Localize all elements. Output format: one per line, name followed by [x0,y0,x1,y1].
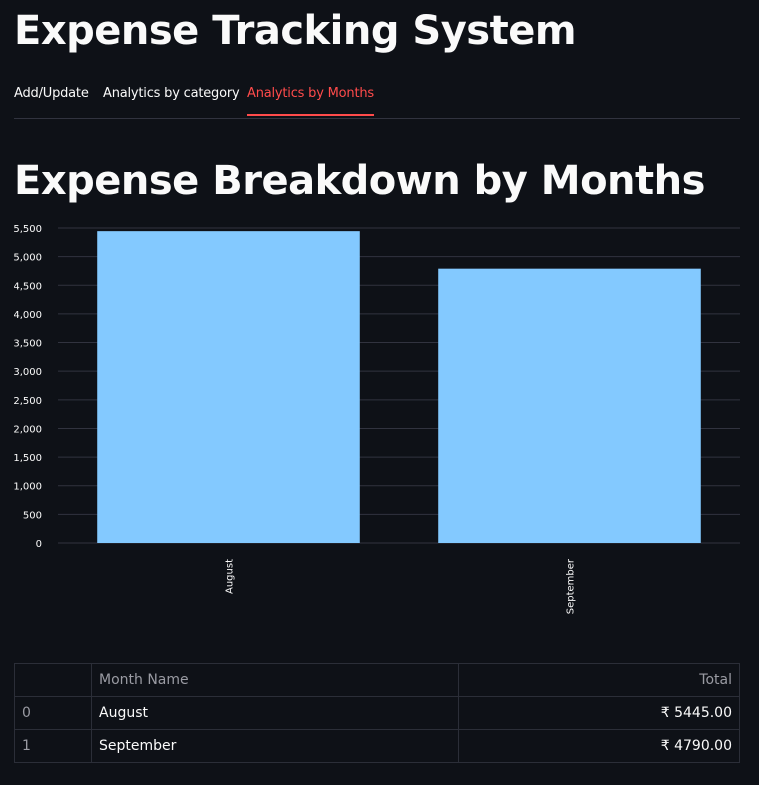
table-row[interactable]: 0 August ₹ 5445.00 [14,696,740,730]
y-tick-label: 3,500 [14,339,42,350]
y-tick-label: 4,000 [14,310,42,321]
y-tick-label: 4,500 [14,281,42,292]
data-table: Month Name Total 0 August ₹ 5445.00 1 Se… [14,663,740,763]
y-tick-label: 5,000 [14,253,42,264]
bar-chart-svg: 0 500 1,000 1,500 2,000 2,500 3,000 3,500 4,000 4… [13,224,740,614]
bar-september [438,268,701,543]
x-tick-label: August [225,559,236,594]
total-header: Total [458,663,740,697]
section-title: Expense Breakdown by Months [14,158,705,204]
expense-table: Month Name Total 0 August ₹ 5445.00 1 Se… [14,663,740,763]
app-title: Expense Tracking System [14,8,577,54]
y-tick-label: 1,000 [14,482,42,493]
y-tick-label: 2,000 [14,424,42,435]
index-header [14,663,92,697]
y-tick-label: 2,500 [14,396,42,407]
y-tick-label: 0 [36,539,42,550]
bar-august [97,231,360,543]
y-tick-label: 5,500 [14,224,42,235]
y-tick-label: 3,000 [14,367,42,378]
month-name-header: Month Name [91,663,459,697]
tab-add-update[interactable]: Add/Update [14,86,89,101]
y-tick-label: 500 [23,510,42,521]
table-row[interactable]: 1 September ₹ 4790.00 [14,729,740,763]
y-tick-label: 1,500 [14,453,42,464]
x-tick-label: September [566,558,577,614]
row-total: ₹ 4790.00 [458,729,740,763]
row-index: 0 [14,696,92,730]
bar-chart: 0 500 1,000 1,500 2,000 2,500 3,000 3,500 4,000 4… [13,220,740,634]
tab-analytics-by-months[interactable]: Analytics by Months [247,86,374,116]
row-month: September [91,729,459,763]
table-header-row: Month Name Total [14,663,740,697]
row-total: ₹ 5445.00 [458,696,740,730]
row-index: 1 [14,729,92,763]
tab-bar: Add/Update Analytics by category Analyti… [14,78,740,119]
tab-analytics-by-category[interactable]: Analytics by category [103,86,240,101]
row-month: August [91,696,459,730]
